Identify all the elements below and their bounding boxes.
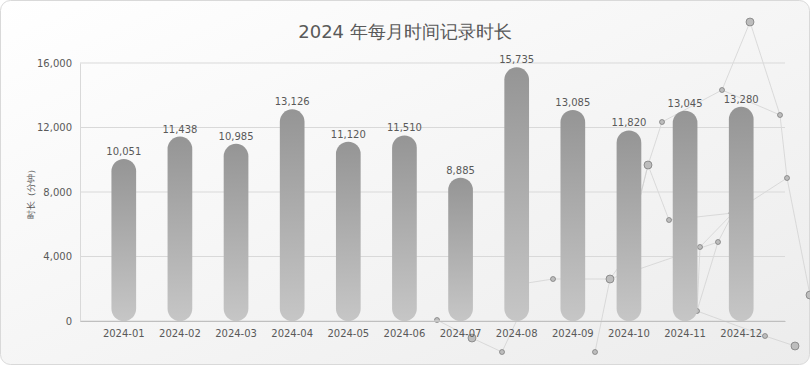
decoration-node <box>785 176 790 181</box>
x-tick-label: 2024-08 <box>496 328 538 339</box>
grid-line <box>80 63 785 64</box>
decoration-line <box>595 279 610 352</box>
x-tick-label: 2024-12 <box>720 328 762 339</box>
decoration-line <box>648 122 662 165</box>
x-tick-label: 2024-02 <box>159 328 201 339</box>
y-axis-line <box>80 64 81 322</box>
x-axis: 2024-01 2024-02 2024-03 2024-04 2024-05 2024-… <box>81 321 786 339</box>
bar <box>392 135 417 321</box>
decoration-node <box>500 350 505 355</box>
data-label: 10,985 <box>219 131 254 142</box>
decoration-line <box>765 336 795 346</box>
data-label: 15,735 <box>499 54 534 65</box>
y-tick-label: 4,000 <box>43 251 72 262</box>
decoration-node <box>720 88 725 93</box>
decoration-node <box>791 342 799 350</box>
decoration-line <box>697 242 718 311</box>
decoration-node <box>746 18 754 26</box>
y-axis: 0 4,000 8,000 12,000 16,000 <box>37 58 81 327</box>
y-tick-label: 0 <box>66 316 72 327</box>
x-tick: 2024-08 <box>496 321 538 339</box>
y-tick: 8,000 <box>43 187 80 198</box>
decoration-line <box>787 178 810 295</box>
bar <box>729 107 754 321</box>
background <box>1 1 810 365</box>
x-tick: 2024-12 <box>720 321 762 339</box>
y-tick-label: 12,000 <box>37 122 72 133</box>
x-tick-label: 2024-11 <box>664 328 706 339</box>
y-tick: 16,000 <box>37 58 80 69</box>
bar <box>224 144 249 321</box>
data-label: 11,438 <box>162 124 197 135</box>
x-tick: 2024-02 <box>159 321 201 339</box>
decoration-node <box>778 113 783 118</box>
bar <box>617 130 642 321</box>
decoration-node <box>660 120 665 125</box>
x-tick: 2024-03 <box>215 321 257 339</box>
grid-line <box>80 321 785 322</box>
data-label: 13,045 <box>668 98 703 109</box>
x-tick: 2024-04 <box>271 321 313 339</box>
decoration-node <box>551 277 556 282</box>
data-label: 11,820 <box>611 117 646 128</box>
decoration-node <box>644 161 652 169</box>
decoration-node <box>698 245 703 250</box>
decoration-node <box>593 350 598 355</box>
x-tick-label: 2024-10 <box>608 328 650 339</box>
x-tick-label: 2024-07 <box>440 328 482 339</box>
x-tick: 2024-05 <box>327 321 369 339</box>
bar <box>673 111 698 321</box>
x-tick: 2024-09 <box>552 321 594 339</box>
decoration-line <box>700 213 733 247</box>
decoration-line <box>472 338 502 352</box>
x-tick: 2024-07 <box>440 321 482 339</box>
bar <box>111 159 136 321</box>
x-tick-label: 2024-04 <box>271 328 313 339</box>
data-label: 8,885 <box>446 165 475 176</box>
data-label: 10,051 <box>106 146 141 157</box>
x-tick: 2024-11 <box>664 321 706 339</box>
y-tick: 12,000 <box>37 122 80 133</box>
bar <box>448 178 473 321</box>
bar <box>336 142 361 321</box>
decoration-node <box>763 334 768 339</box>
chart: 2024 年每月时间记录时长时长（分钟） 0 4,000 8,000 12,000 16,… <box>0 0 810 365</box>
decoration-node <box>667 218 672 223</box>
data-label: 11,510 <box>387 122 422 133</box>
x-tick-label: 2024-09 <box>552 328 594 339</box>
bar <box>504 67 529 321</box>
bar <box>560 110 585 321</box>
x-axis-line <box>81 321 786 322</box>
data-label: 13,126 <box>275 96 310 107</box>
decoration-node <box>606 275 614 283</box>
x-tick: 2024-06 <box>384 321 426 339</box>
decoration-line <box>722 22 750 90</box>
data-label: 13,280 <box>724 94 759 105</box>
y-tick: 4,000 <box>43 251 80 262</box>
y-tick-label: 8,000 <box>43 187 72 198</box>
x-tick: 2024-10 <box>608 321 650 339</box>
decoration <box>435 18 810 355</box>
bars <box>111 67 753 321</box>
decoration-line <box>722 90 780 115</box>
data-label: 13,085 <box>555 97 590 108</box>
x-tick-label: 2024-05 <box>327 328 369 339</box>
y-tick-label: 16,000 <box>37 58 72 69</box>
x-tick-label: 2024-01 <box>103 328 145 339</box>
decoration-line <box>780 115 787 178</box>
y-tick: 0 <box>66 316 80 327</box>
title: 2024 年每月时间记录时长 <box>298 21 512 42</box>
bar <box>280 109 305 321</box>
data-labels: 10,051 11,438 10,985 13,126 11,120 11,510 8,88… <box>106 54 758 175</box>
x-tick-label: 2024-03 <box>215 328 257 339</box>
x-tick-label: 2024-06 <box>384 328 426 339</box>
decoration-node <box>716 240 721 245</box>
bar <box>168 137 193 321</box>
decoration-node <box>806 291 810 299</box>
x-tick: 2024-01 <box>103 321 145 339</box>
data-label: 11,120 <box>331 129 366 140</box>
y-axis-title: 时长（分钟） <box>26 165 36 219</box>
